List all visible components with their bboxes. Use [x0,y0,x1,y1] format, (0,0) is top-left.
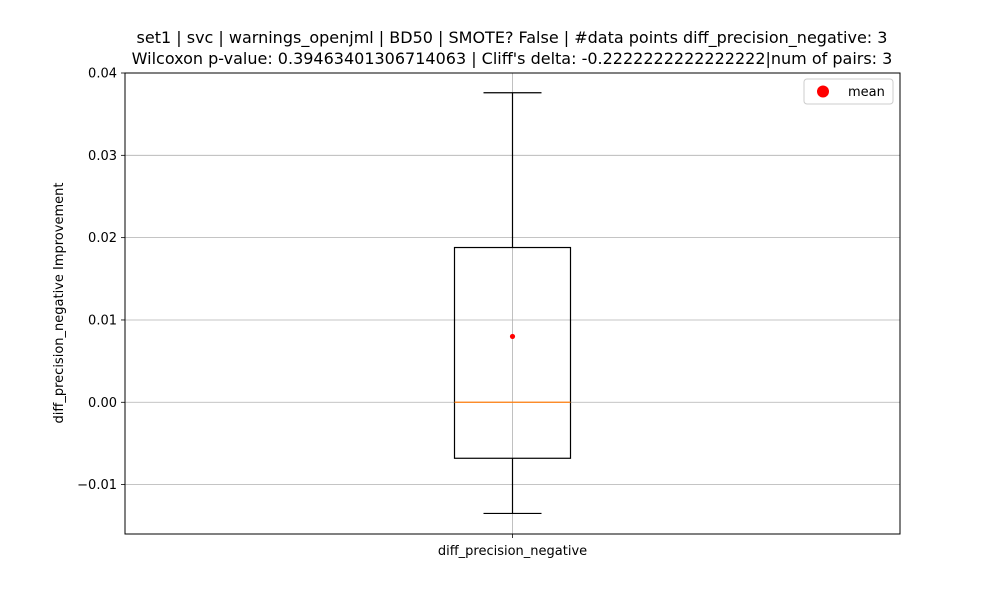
y-axis-label: diff_precision_negative Improvement [52,183,67,424]
y-tick-label: 0.04 [88,67,117,82]
ticks-layer: −0.01 0.00 0.01 0.02 0.03 0.04 diff_precision_… [77,67,587,560]
y-tick-label: 0.00 [88,396,117,411]
legend-mean-label: mean [848,85,885,100]
mean-marker [509,333,516,340]
legend: mean [803,78,894,105]
iqr-box [453,246,572,459]
x-tick-label: diff_precision_negative [438,544,587,559]
chart-title-line-2: Wilcoxon p-value: 0.39463401306714063 | … [132,49,893,68]
legend-box [803,78,894,105]
legend-mean-marker [817,85,829,98]
box-layer [453,92,572,515]
y-tick-label: 0.02 [88,231,117,246]
y-tick-label: 0.01 [88,313,117,328]
y-tick-label: −0.01 [77,478,117,493]
chart-title-line-1: set1 | svc | warnings_openjml | BD50 | S… [137,28,888,48]
y-tick-label: 0.03 [88,149,117,164]
